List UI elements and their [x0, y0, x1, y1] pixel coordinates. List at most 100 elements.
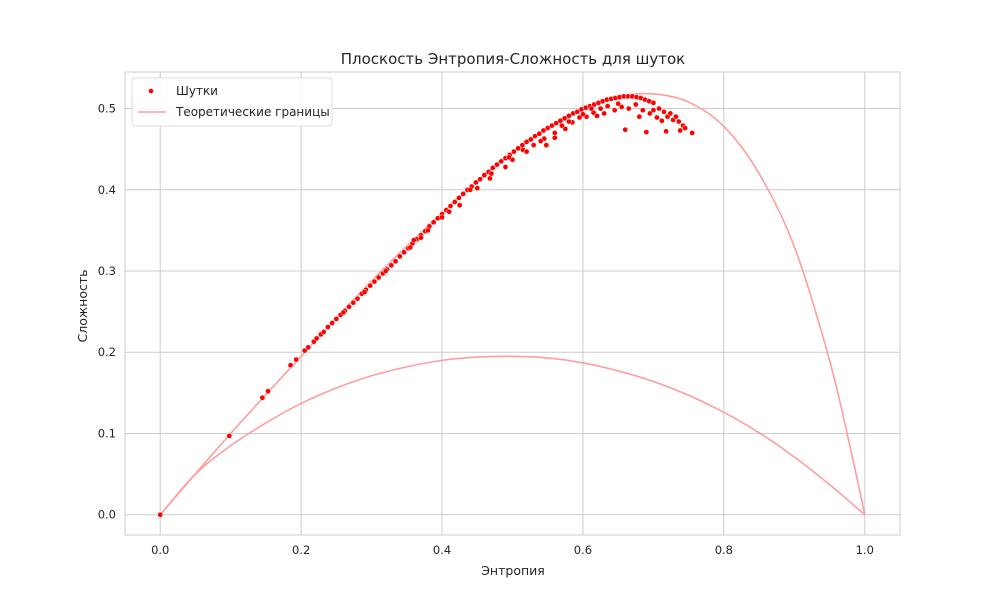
y-tick-label: 0.2 — [98, 345, 116, 359]
data-point — [566, 118, 572, 125]
data-point — [661, 108, 667, 115]
data-point — [553, 120, 560, 127]
data-point — [375, 274, 382, 281]
data-point — [530, 142, 537, 148]
data-point — [333, 316, 340, 322]
data-point — [527, 136, 534, 143]
data-point — [313, 335, 320, 342]
data-point — [615, 100, 622, 107]
data-point — [488, 170, 495, 177]
grid — [125, 72, 900, 535]
data-point — [537, 138, 544, 144]
data-point — [418, 234, 424, 241]
data-point — [551, 134, 558, 141]
data-point — [622, 126, 629, 133]
data-point — [287, 362, 294, 369]
data-point — [656, 105, 662, 112]
data-point — [523, 139, 530, 145]
data-point — [562, 126, 569, 132]
x-tick-label: 1.0 — [856, 543, 874, 557]
y-tick-label: 0.0 — [98, 508, 116, 522]
data-point — [532, 133, 538, 140]
data-point — [673, 113, 679, 120]
data-point — [511, 148, 517, 155]
data-point — [411, 237, 417, 243]
data-point — [625, 105, 632, 112]
data-point — [551, 130, 558, 136]
data-point — [659, 117, 665, 124]
data-point — [580, 111, 586, 118]
data-point — [540, 127, 547, 134]
data-point — [677, 127, 684, 134]
y-tick-label: 0.5 — [98, 102, 116, 116]
data-point — [456, 195, 462, 201]
data-point — [618, 104, 625, 110]
data-point — [382, 268, 389, 274]
data-point — [473, 179, 479, 186]
data-point — [477, 176, 483, 183]
data-point — [544, 125, 551, 131]
data-point — [371, 278, 378, 285]
data-point — [367, 282, 374, 289]
data-point — [157, 511, 164, 518]
x-tick-label: 0.8 — [715, 543, 733, 557]
data-point — [574, 108, 581, 115]
data-point — [350, 299, 357, 306]
data-point — [226, 433, 233, 439]
data-point — [675, 118, 682, 125]
lower-boundary-curve — [159, 355, 866, 516]
tick-labels: 0.0 0.2 0.4 0.6 0.8 1.0 0.0 0.1 0.2 0.3 0.4 0.5 — [98, 102, 874, 557]
data-point — [425, 227, 431, 234]
data-point — [536, 130, 543, 137]
data-point — [388, 262, 395, 269]
data-point — [650, 107, 657, 114]
data-point — [487, 175, 493, 182]
data-point — [611, 107, 618, 114]
data-point — [354, 295, 361, 302]
y-tick-label: 0.4 — [98, 183, 116, 197]
data-point — [456, 202, 463, 209]
data-point — [558, 122, 565, 129]
data-point — [506, 154, 512, 161]
data-point — [654, 114, 660, 121]
data-point — [481, 172, 488, 179]
data-point — [682, 125, 688, 131]
data-point — [632, 101, 639, 108]
plot-frame — [124, 71, 901, 536]
y-axis-label: Сложность — [75, 270, 90, 343]
data-point — [346, 303, 352, 310]
data-point — [446, 208, 452, 215]
data-point — [396, 253, 403, 260]
data-point — [543, 142, 550, 148]
x-tick-label: 0.0 — [151, 543, 169, 557]
data-point — [643, 129, 650, 135]
legend: Шутки Теоретические границы — [131, 77, 333, 127]
scatter-points — [157, 93, 696, 518]
data-point — [401, 249, 407, 256]
data-point — [549, 122, 555, 129]
data-point — [576, 114, 583, 121]
legend-marker-jokes — [148, 88, 154, 94]
data-point — [647, 110, 653, 117]
data-point — [650, 100, 657, 106]
chart-title: Плоскость Энтропия-Сложность для шуток — [341, 50, 686, 68]
data-point — [667, 110, 674, 117]
data-point — [566, 113, 572, 119]
data-point — [663, 128, 669, 135]
data-point — [467, 186, 474, 193]
data-point — [407, 244, 414, 251]
y-tick-label: 0.3 — [98, 264, 116, 278]
data-point — [636, 113, 643, 120]
data-point — [474, 185, 481, 192]
data-point — [259, 394, 266, 401]
data-point — [597, 105, 604, 112]
data-point — [523, 148, 530, 155]
data-point — [494, 161, 500, 168]
data-point — [594, 113, 600, 119]
data-point — [439, 214, 445, 221]
data-point — [430, 219, 437, 226]
data-point — [498, 158, 505, 165]
data-point — [460, 190, 467, 197]
